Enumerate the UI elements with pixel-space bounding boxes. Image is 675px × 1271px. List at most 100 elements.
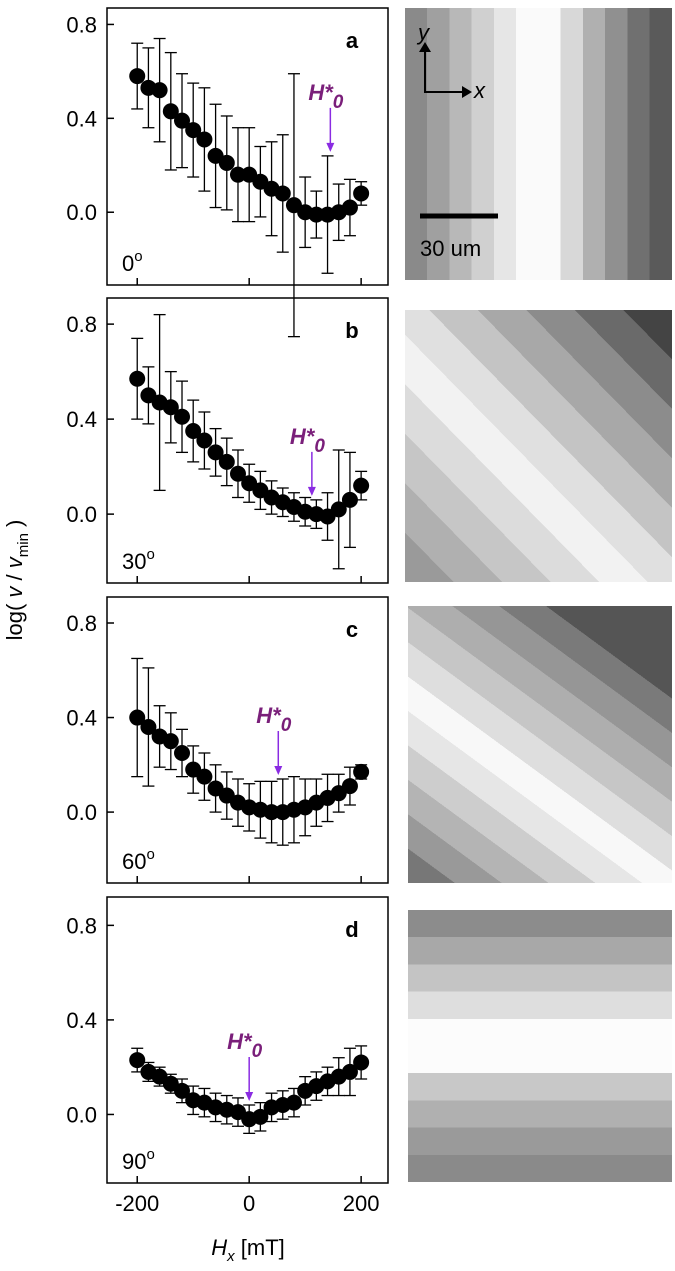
panel-label: d bbox=[345, 917, 358, 942]
y-tick-label: 0.0 bbox=[66, 800, 97, 825]
angle-label: 90o bbox=[122, 1146, 155, 1174]
annotation-label: H*0 bbox=[308, 80, 343, 113]
data-point bbox=[341, 491, 358, 508]
data-point bbox=[353, 477, 370, 494]
data-point bbox=[196, 131, 213, 148]
domain-image bbox=[408, 606, 672, 883]
panel-label: a bbox=[346, 28, 359, 53]
data-point bbox=[353, 1054, 370, 1071]
data-point bbox=[218, 154, 235, 171]
panel-label: c bbox=[346, 617, 358, 642]
data-point bbox=[185, 423, 202, 439]
domain-image bbox=[405, 310, 672, 582]
y-tick-label: 0.0 bbox=[66, 502, 97, 527]
panel-label: b bbox=[345, 318, 358, 343]
plot-frame bbox=[106, 7, 389, 286]
data-point bbox=[129, 370, 146, 387]
data-point bbox=[341, 199, 358, 216]
data-point bbox=[174, 408, 191, 425]
data-point bbox=[341, 1063, 358, 1080]
data-point bbox=[174, 112, 191, 129]
data-point bbox=[229, 465, 246, 482]
data-point bbox=[162, 399, 179, 416]
data-point bbox=[129, 709, 146, 726]
data-point bbox=[140, 719, 157, 735]
data-point bbox=[162, 733, 179, 750]
x-axis-label: Hx [mT] bbox=[211, 1235, 285, 1265]
data-point bbox=[174, 745, 191, 761]
annotation-arrow-head bbox=[307, 486, 316, 496]
y-label-part: ) bbox=[2, 520, 27, 533]
data-point bbox=[174, 1082, 191, 1099]
annotation-sub: 0 bbox=[314, 436, 325, 457]
data-point bbox=[185, 122, 202, 139]
y-label-part: min bbox=[15, 533, 32, 557]
angle-value: 90 bbox=[122, 1149, 146, 1174]
y-label-part: v bbox=[2, 555, 27, 568]
y-tick-label: 0.8 bbox=[66, 913, 97, 938]
data-point bbox=[330, 501, 347, 518]
y-tick-label: 0.4 bbox=[66, 106, 97, 131]
data-point bbox=[196, 432, 213, 449]
data-point bbox=[151, 82, 168, 99]
angle-degree: o bbox=[146, 546, 154, 563]
y-axis-label: log( v / vmin ) bbox=[2, 520, 32, 641]
x-tick-label: -200 bbox=[115, 1191, 159, 1216]
angle-degree: o bbox=[134, 248, 142, 265]
plot-frame bbox=[106, 596, 389, 884]
annotation-text: H* bbox=[290, 424, 316, 449]
x-tick-label: 200 bbox=[343, 1191, 380, 1216]
plot-frame bbox=[106, 297, 389, 584]
annotation-arrow-head bbox=[274, 766, 283, 775]
arrow-head bbox=[462, 86, 472, 98]
axis-y-label: y bbox=[416, 20, 431, 45]
annotation-sub: 0 bbox=[333, 92, 344, 113]
plot-frame bbox=[106, 896, 389, 1184]
y-label-part: log( bbox=[2, 598, 27, 641]
y-tick-label: 0.0 bbox=[66, 200, 97, 225]
data-point bbox=[129, 1052, 146, 1069]
y-tick-label: 0.0 bbox=[66, 1102, 97, 1127]
arrow-head bbox=[419, 42, 431, 52]
axis-x-label: x bbox=[473, 78, 486, 103]
domain-image bbox=[405, 8, 672, 280]
x-label-part: x bbox=[226, 1248, 235, 1265]
y-tick-label: 0.8 bbox=[66, 312, 97, 337]
angle-label: 60o bbox=[122, 846, 155, 874]
y-label-part: / bbox=[2, 568, 27, 586]
data-point bbox=[218, 453, 235, 470]
data-point bbox=[353, 185, 370, 202]
angle-label: 30o bbox=[122, 546, 155, 574]
y-tick-label: 0.4 bbox=[66, 1008, 97, 1033]
annotation-arrow-head bbox=[245, 1092, 254, 1101]
x-tick-label: 0 bbox=[243, 1191, 255, 1216]
data-point bbox=[353, 763, 370, 780]
annotation-label: H*0 bbox=[290, 424, 325, 457]
angle-value: 30 bbox=[122, 549, 146, 574]
data-point bbox=[229, 166, 246, 183]
x-label-part: [mT] bbox=[235, 1235, 285, 1260]
data-point bbox=[207, 444, 224, 461]
y-label-part: v bbox=[2, 585, 27, 598]
angle-label: 0o bbox=[122, 248, 143, 276]
data-point bbox=[341, 778, 358, 795]
data-point bbox=[196, 768, 213, 785]
annotation-arrow-head bbox=[326, 142, 335, 152]
data-point bbox=[252, 1108, 269, 1125]
annotation-sub: 0 bbox=[252, 1041, 263, 1062]
annotation-label: H*0 bbox=[227, 1029, 262, 1062]
annotation-sub: 0 bbox=[281, 715, 292, 736]
annotation-text: H* bbox=[227, 1029, 253, 1054]
data-point bbox=[274, 185, 291, 202]
y-tick-label: 0.4 bbox=[66, 407, 97, 432]
angle-degree: o bbox=[146, 1146, 154, 1163]
angle-degree: o bbox=[146, 846, 154, 863]
y-tick-label: 0.8 bbox=[66, 611, 97, 636]
data-point bbox=[129, 68, 146, 85]
data-point bbox=[162, 103, 179, 120]
x-label-part: H bbox=[211, 1235, 227, 1260]
data-point bbox=[263, 804, 280, 821]
data-point bbox=[285, 1094, 302, 1111]
annotation-text: H* bbox=[256, 703, 282, 728]
